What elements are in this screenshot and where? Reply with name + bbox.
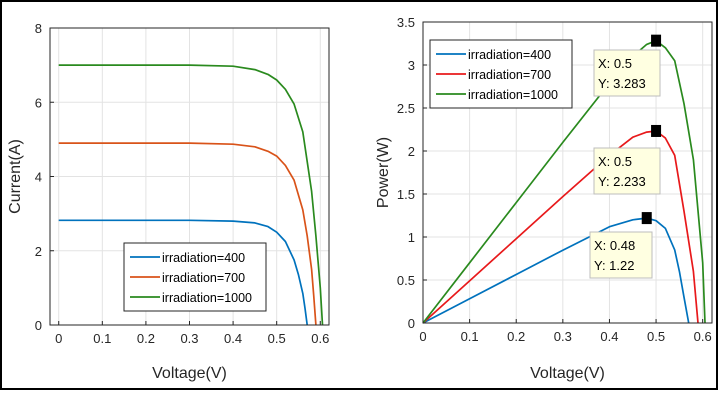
legend-label: irradiation=700	[468, 68, 551, 82]
datatip-x-label: X: 0.5	[598, 56, 632, 71]
x-tick-label: 0.2	[137, 331, 155, 346]
y-tick-label: 2	[35, 244, 42, 259]
y-tick-label: 6	[35, 95, 42, 110]
datatip-box	[593, 49, 661, 97]
datatip-y-label: Y: 1.22	[594, 258, 634, 273]
x-axis-label: Voltage(V)	[530, 365, 605, 382]
y-axis-label: Power(W)	[375, 137, 392, 208]
y-axis-label: Current(A)	[7, 139, 24, 214]
x-tick-label: 0.5	[268, 331, 286, 346]
x-tick-label: 0.1	[93, 331, 111, 346]
y-tick-label: 0	[408, 316, 415, 331]
axes-box	[49, 27, 330, 326]
legend-label: irradiation=700	[162, 271, 245, 285]
x-tick-label: 0	[419, 329, 426, 344]
x-tick-label: 0.6	[694, 329, 712, 344]
y-tick-label: 2	[408, 144, 415, 159]
y-tick-label: 2.5	[397, 101, 415, 116]
series-line-3	[58, 64, 324, 326]
datatip-marker	[651, 34, 662, 47]
x-tick-label: 0.5	[647, 329, 665, 344]
datatip-marker	[641, 212, 652, 225]
datatip-box	[589, 231, 653, 279]
x-tick-label: 0.2	[507, 329, 525, 344]
y-tick-label: 3.5	[397, 15, 415, 30]
y-tick-label: 3	[408, 58, 415, 73]
legend-label: irradiation=400	[162, 251, 245, 265]
datatip-x-label: X: 0.48	[594, 238, 635, 253]
power-voltage-chart: 0 0.1 0.2 0.3 0.4 0.5 0.6 0 0.5 1 1.5 2 2.5 3 3.5 Volta…	[375, 15, 713, 382]
datatip-y-label: Y: 2.233	[598, 174, 646, 189]
y-tick-label: 1.5	[397, 187, 415, 202]
x-tick-label: 0.4	[224, 331, 242, 346]
x-tick-label: 0.4	[600, 329, 618, 344]
datatip-x-label: X: 0.5	[598, 154, 632, 169]
legend-label: irradiation=1000	[162, 291, 252, 305]
series-line-1	[58, 219, 309, 326]
chart-canvas: 0 0.1 0.2 0.3 0.4 0.5 0.6 0 2 4 6 8 Voltage(V) Curren…	[7, 15, 713, 382]
datatip-y-label: Y: 3.283	[598, 76, 646, 91]
x-tick-label: 0.1	[461, 329, 479, 344]
legend-label: irradiation=1000	[468, 88, 558, 102]
y-tick-label: 0	[35, 318, 42, 333]
x-axis-label: Voltage(V)	[152, 365, 227, 382]
axes-box	[422, 21, 713, 324]
current-voltage-chart: 0 0.1 0.2 0.3 0.4 0.5 0.6 0 2 4 6 8 Voltage(V) Curren…	[7, 21, 330, 382]
legend-label: irradiation=400	[468, 48, 551, 62]
y-tick-label: 1	[408, 230, 415, 245]
y-tick-label: 4	[35, 170, 42, 185]
x-tick-label: 0	[55, 331, 62, 346]
series-line-2	[422, 130, 699, 324]
y-tick-label: 0.5	[397, 273, 415, 288]
series-line-2	[58, 142, 317, 326]
x-tick-label: 0.3	[554, 329, 572, 344]
datatip-marker	[651, 124, 662, 137]
x-tick-label: 0.3	[180, 331, 198, 346]
x-tick-label: 0.6	[311, 331, 329, 346]
datatip-box	[593, 147, 661, 195]
y-tick-label: 8	[35, 21, 42, 36]
